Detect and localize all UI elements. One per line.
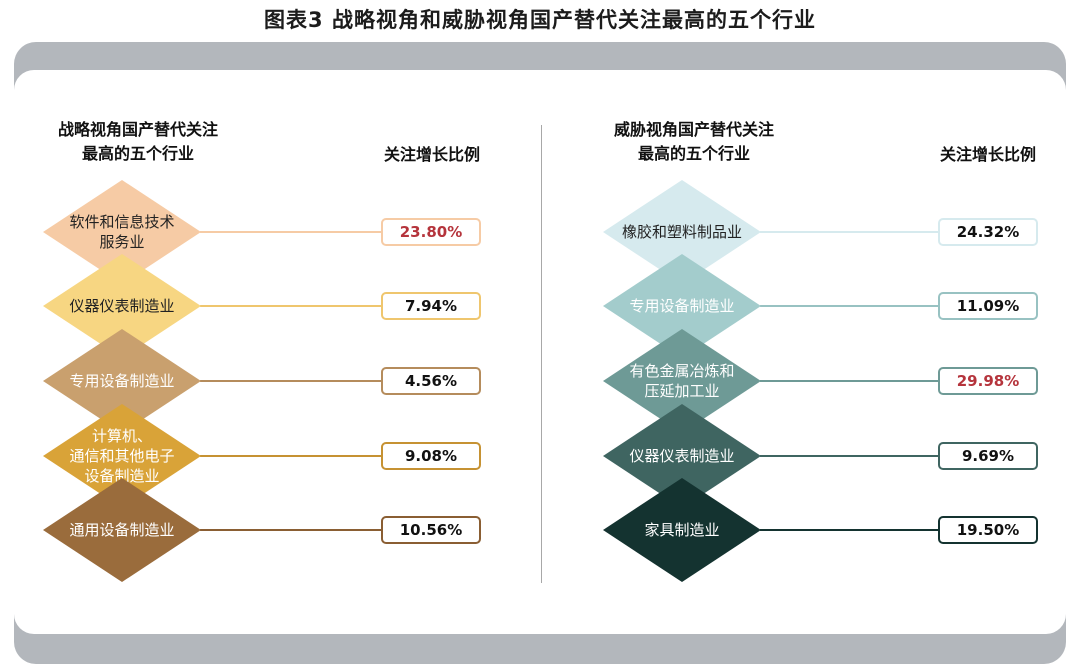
strategic-growth-value-4: 9.08% [381,442,481,470]
strategic-connector-line-5 [200,529,381,531]
strategic-growth-value-3: 4.56% [381,367,481,395]
left-value-header: 关注增长比例 [383,145,480,164]
strategic-industry-label-4: 计算机、 通信和其他电子 设备制造业 [69,427,175,485]
threat-growth-value-2: 11.09% [938,292,1038,320]
threat-industry-label-4: 仪器仪表制造业 [629,447,735,465]
threat-industry-label-2: 专用设备制造业 [629,297,735,315]
strategic-industry-label-2: 仪器仪表制造业 [69,297,175,315]
threat-industry-label-5: 家具制造业 [644,521,720,539]
strategic-industry-label-1: 软件和信息技术 服务业 [69,213,175,251]
threat-industry-label-3: 有色金属冶炼和 压延加工业 [629,362,735,400]
strategic-growth-value-1: 23.80% [381,218,481,246]
center-divider [541,125,542,583]
left-category-header: 战略视角国产替代关注 最高的五个行业 [57,120,218,163]
strategic-growth-value-2: 7.94% [381,292,481,320]
threat-industry-label-1: 橡胶和塑料制品业 [621,223,742,241]
strategic-connector-line-3 [200,380,381,382]
threat-connector-line-5 [760,529,938,531]
strategic-connector-line-1 [200,231,381,233]
threat-growth-value-3: 29.98% [938,367,1038,395]
threat-connector-line-3 [760,380,938,382]
right-value-header: 关注增长比例 [939,145,1036,164]
strategic-growth-value-5: 10.56% [381,516,481,544]
threat-growth-value-1: 24.32% [938,218,1038,246]
chart-title: 图表3 战略视角和威胁视角国产替代关注最高的五个行业 [264,8,816,32]
content-card [14,70,1066,634]
strategic-connector-line-4 [200,455,381,457]
strategic-industry-label-5: 通用设备制造业 [69,521,175,539]
threat-connector-line-4 [760,455,938,457]
strategic-connector-line-2 [200,305,381,307]
threat-growth-value-5: 19.50% [938,516,1038,544]
threat-growth-value-4: 9.69% [938,442,1038,470]
threat-connector-line-1 [760,231,938,233]
right-category-header: 威胁视角国产替代关注 最高的五个行业 [613,120,774,163]
threat-connector-line-2 [760,305,938,307]
strategic-industry-label-3: 专用设备制造业 [69,372,175,390]
